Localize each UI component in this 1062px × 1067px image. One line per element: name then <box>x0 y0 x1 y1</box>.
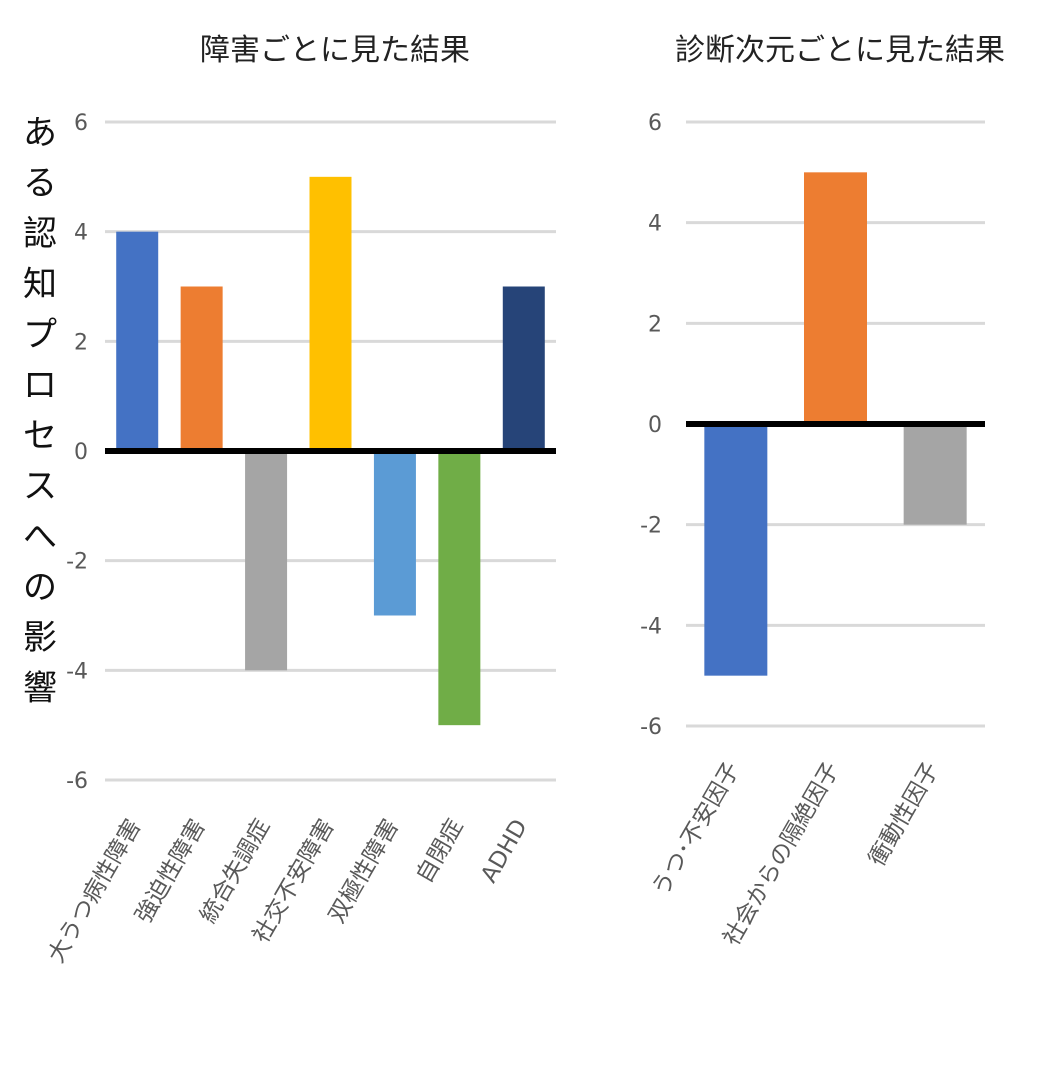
category-label: ADHD <box>476 815 533 887</box>
y-tick-label: 0 <box>648 413 662 438</box>
bars <box>704 172 967 676</box>
category-label: 社会からの隔絶因子 <box>719 758 845 950</box>
y-axis-label: ある認知プロセスへの影響 <box>23 113 57 709</box>
bar-3 <box>903 424 967 525</box>
y-tick-label: -2 <box>640 514 662 539</box>
y-tick-label: 6 <box>648 111 662 136</box>
chart-title: 障害ごとに見た結果 <box>200 33 470 68</box>
bars <box>116 176 545 726</box>
y-tick-label: 4 <box>74 221 88 246</box>
y-tick-label: -4 <box>66 659 88 684</box>
y-tick-label: -4 <box>640 614 662 639</box>
bar-1 <box>116 231 159 451</box>
y-tick-label: -2 <box>66 550 88 575</box>
chart-disorders: 障害ごとに見た結果 ある認知プロセスへの影響 6 4 2 0 -2 -4 -6 大うつ病性障… <box>23 33 556 967</box>
category-label: 大うつ病性障害 <box>43 815 146 967</box>
chart-title: 診断次元ごとに見た結果 <box>675 33 1005 68</box>
bar-6 <box>438 451 481 726</box>
bar-3 <box>245 451 288 671</box>
bar-1 <box>704 424 768 676</box>
chart-dimensions: 診断次元ごとに見た結果 6 4 2 0 -2 -4 -6 うつ･不安因子社会からの隔絶因子衝… <box>640 33 1005 950</box>
bar-7 <box>502 286 545 451</box>
y-tick-label: 4 <box>648 212 662 237</box>
bar-2 <box>180 286 223 451</box>
y-tick-label: -6 <box>640 715 662 740</box>
y-tick-labels: 6 4 2 0 -2 -4 -6 <box>640 111 662 740</box>
category-label: うつ･不安因子 <box>648 758 745 900</box>
bar-2 <box>804 172 867 424</box>
category-label: 自閉症 <box>412 815 469 888</box>
bar-5 <box>373 451 416 616</box>
y-tick-label: 2 <box>648 312 662 337</box>
y-tick-label: 0 <box>74 440 88 465</box>
y-tick-labels: 6 4 2 0 -2 -4 -6 <box>66 111 88 794</box>
category-label: 衝動性因子 <box>864 758 944 871</box>
bar-4 <box>309 176 352 452</box>
y-tick-label: 2 <box>74 330 88 355</box>
y-tick-label: 6 <box>74 111 88 136</box>
y-tick-label: -6 <box>66 769 88 794</box>
